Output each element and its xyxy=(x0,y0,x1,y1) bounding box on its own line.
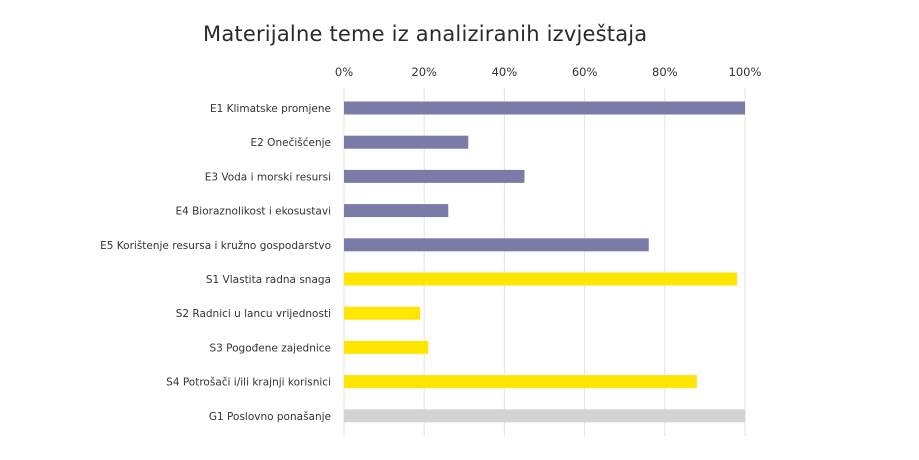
category-label: E1 Klimatske promjene xyxy=(210,103,331,115)
category-label: E3 Voda i morski resursi xyxy=(205,171,331,183)
x-axis-ticks: 0% 20% 40% 60% 80% 100% xyxy=(335,65,762,79)
bar xyxy=(344,204,449,218)
x-tick-label: 80% xyxy=(652,65,678,79)
category-labels: E1 Klimatske promjene E2 Onečišćenje E3 Vo… xyxy=(100,103,331,423)
category-label: S1 Vlastita radna snaga xyxy=(206,274,331,286)
bars xyxy=(344,101,745,423)
bar xyxy=(344,238,649,252)
bar xyxy=(344,135,469,149)
category-label: S4 Potrošači i/ili krajnji korisnici xyxy=(166,377,331,389)
bar xyxy=(344,169,525,183)
bar xyxy=(344,375,697,389)
bar xyxy=(344,409,745,423)
category-label: G1 Poslovno ponašanje xyxy=(209,411,331,423)
category-label: E5 Korištenje resursa i kružno gospodars… xyxy=(100,240,331,252)
bar xyxy=(344,340,429,354)
bar xyxy=(344,101,745,115)
category-label: S2 Radnici u lancu vrijednosti xyxy=(176,308,331,320)
category-label: E2 Onečišćenje xyxy=(251,137,331,149)
x-tick-label: 60% xyxy=(572,65,598,79)
x-tick-label: 40% xyxy=(492,65,518,79)
x-tick-label: 20% xyxy=(411,65,437,79)
category-label: E4 Bioraznolikost i ekosustavi xyxy=(175,206,331,218)
x-tick-label: 100% xyxy=(729,65,762,79)
chart-title: Materijalne teme iz analiziranih izvješt… xyxy=(203,22,648,46)
bar xyxy=(344,272,737,286)
bar xyxy=(344,306,421,320)
x-tick-label: 0% xyxy=(335,65,353,79)
category-label: S3 Pogođene zajednice xyxy=(209,342,331,354)
